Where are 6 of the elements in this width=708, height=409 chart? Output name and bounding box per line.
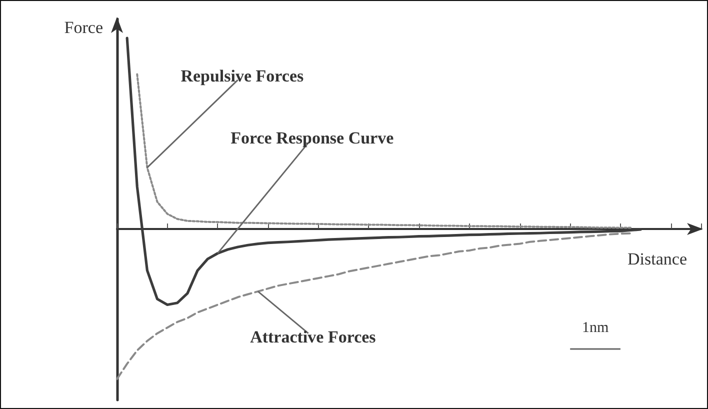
y-axis-title: Force [64,18,103,37]
x-axis-title: Distance [628,250,687,269]
annotation: Attractive Forces [250,328,376,347]
annotation: 1nm [582,320,609,336]
annotation: Repulsive Forces [180,66,304,86]
annotation: Force Response Curve [230,128,394,148]
